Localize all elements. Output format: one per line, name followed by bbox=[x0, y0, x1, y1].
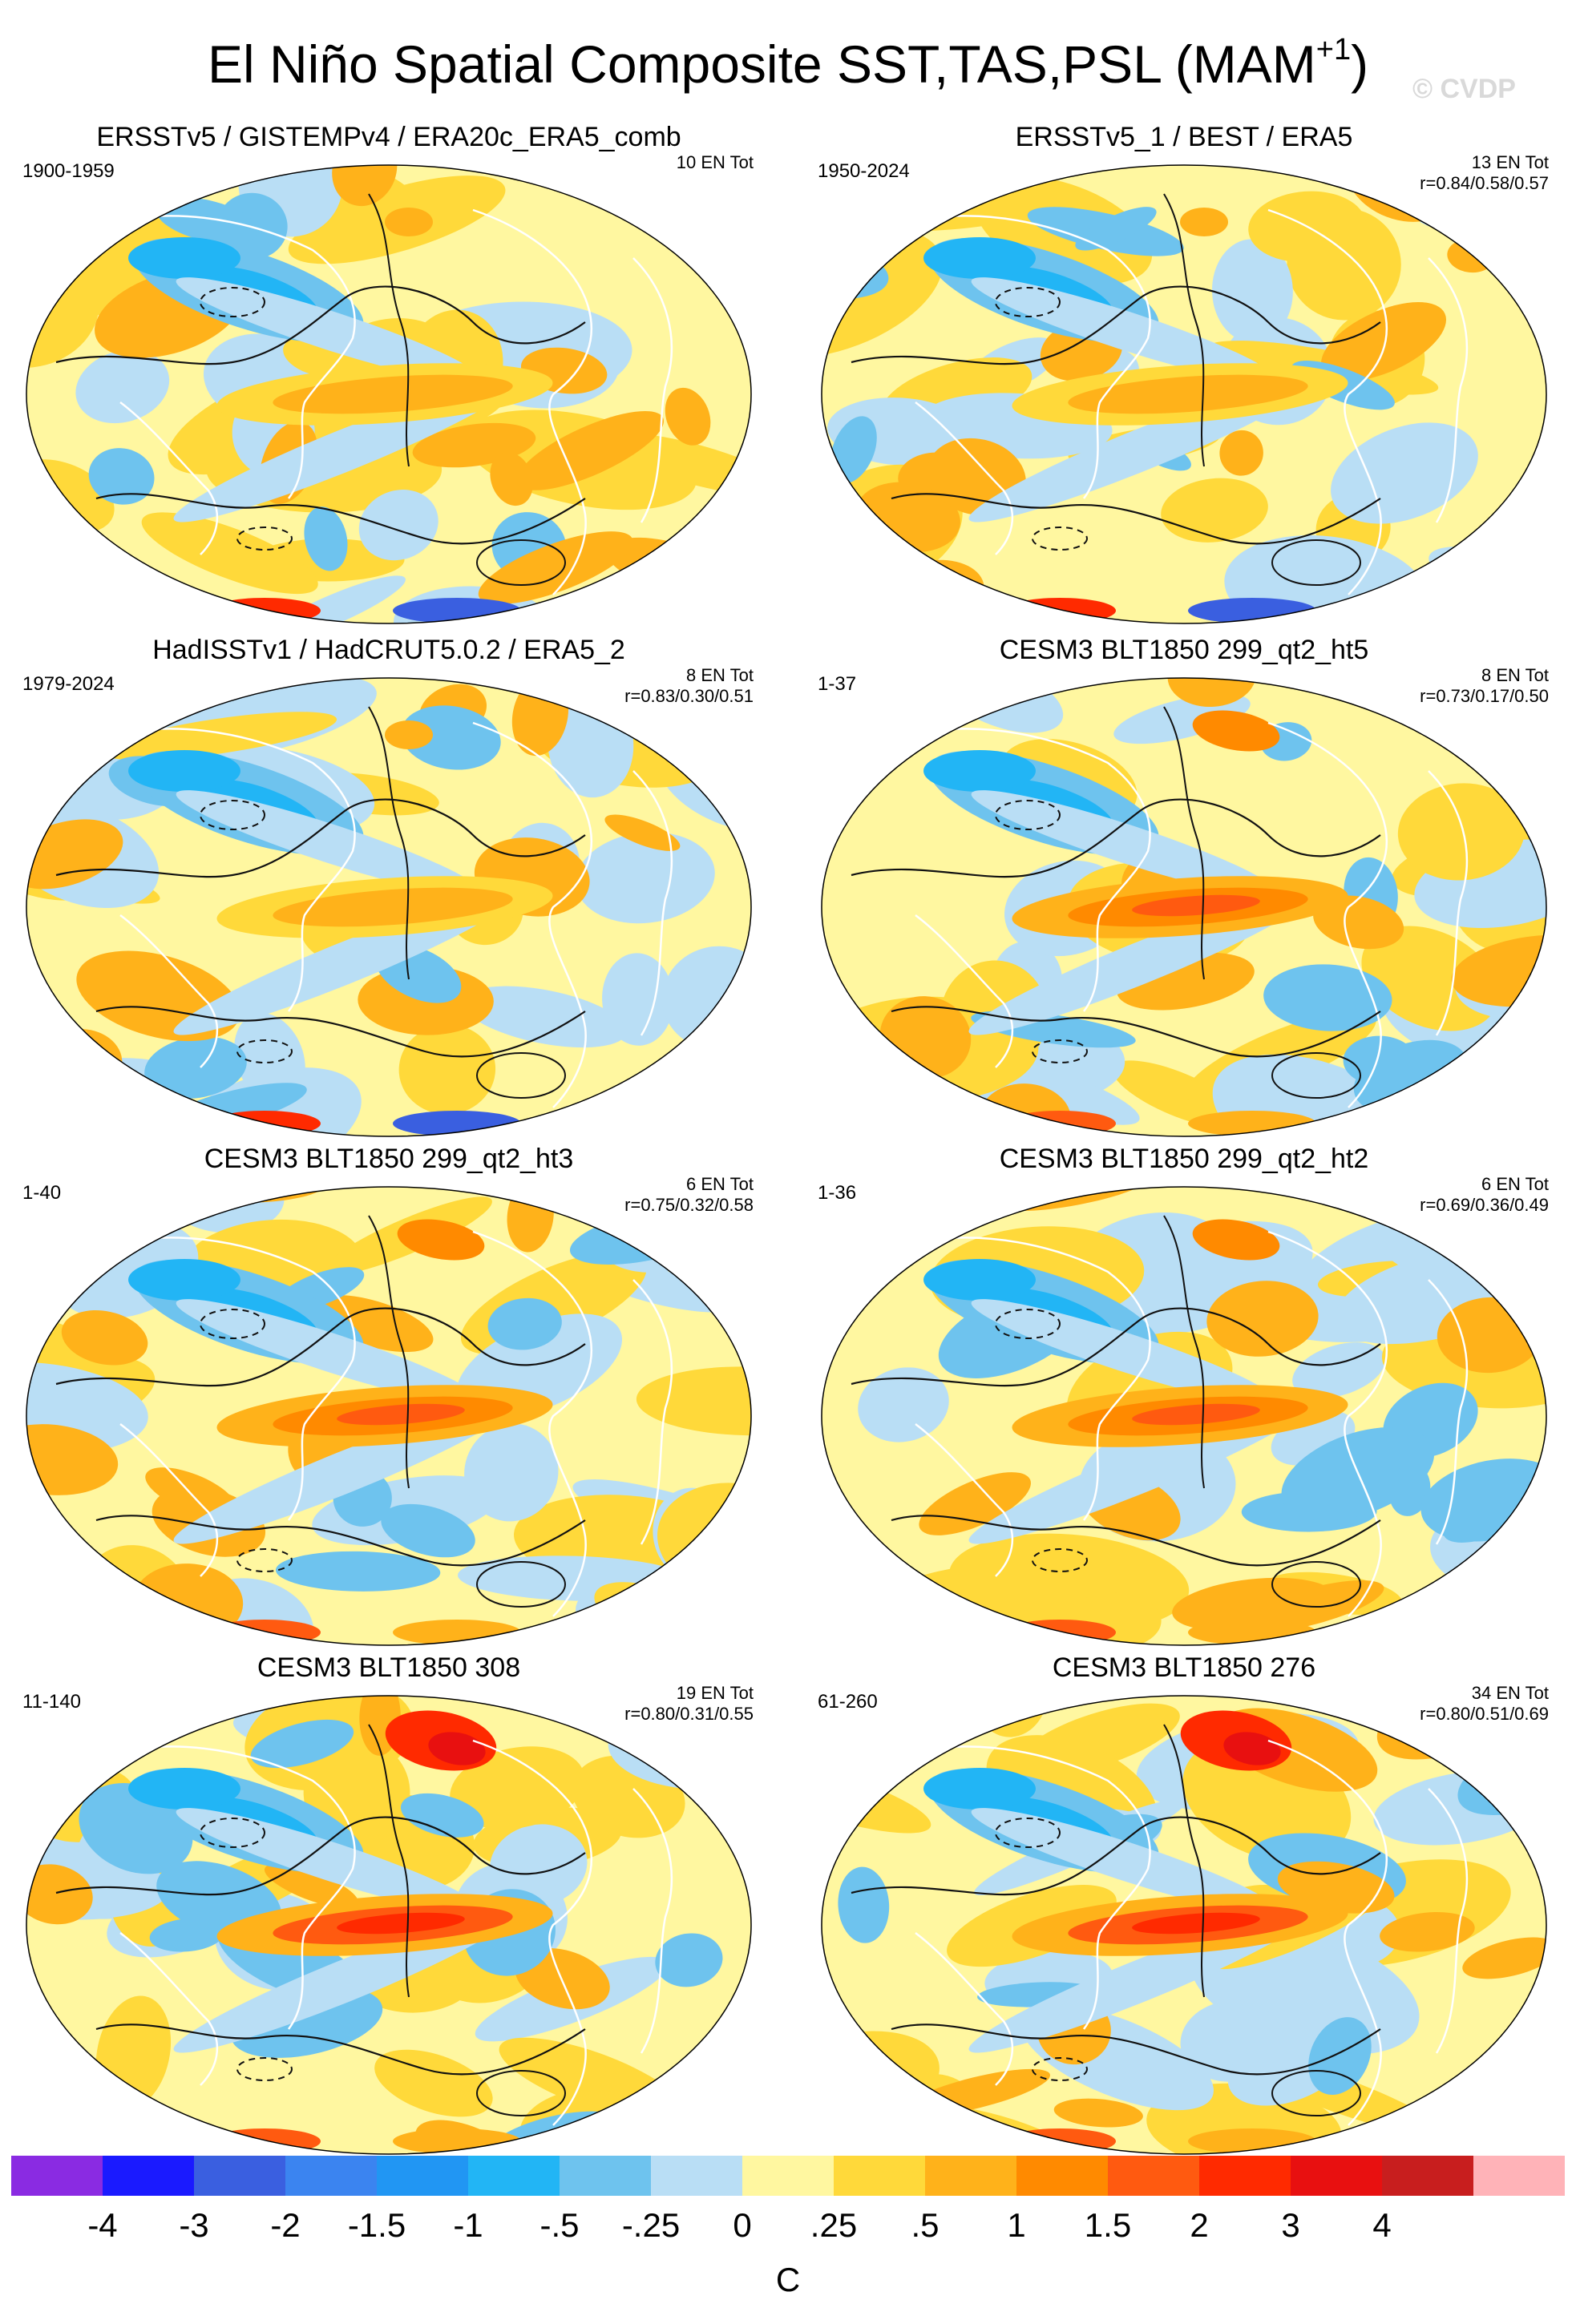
panel-title: CESM3 BLT1850 299_qt2_ht2 bbox=[999, 1144, 1369, 1174]
colorbar-tick-label: -4 bbox=[87, 2206, 118, 2244]
colorbar-tick-label: 1.5 bbox=[1084, 2206, 1132, 2244]
map-panel: CESM3 BLT1850 308 11-140 19 EN Tot r=0.80/0… bbox=[16, 1651, 762, 2164]
colorbar-tick-label: -3 bbox=[179, 2206, 209, 2244]
map-panel: CESM3 BLT1850 299_qt2_ht2 1-36 6 EN Tot r=0… bbox=[811, 1142, 1557, 1655]
panel-title: ERSSTv5_1 / BEST / ERA5 bbox=[1015, 122, 1353, 152]
map-panel: CESM3 BLT1850 276 61-260 34 EN Tot r=0.80/0… bbox=[811, 1651, 1557, 2164]
colorbar-tick-label: -1.5 bbox=[347, 2206, 406, 2244]
colorbar-tick-label: 3 bbox=[1281, 2206, 1300, 2244]
colorbar bbox=[11, 2156, 1565, 2196]
en-count: 8 EN Tot bbox=[686, 665, 754, 685]
colorbar-labels: -4 -3 -2 -1.5 -1 -.5 -.25 0 .25 .5 1 1.5 2 3 4 bbox=[11, 2205, 1565, 2253]
map-projection bbox=[821, 164, 1547, 624]
pattern-correlation: r=0.84/0.58/0.57 bbox=[1420, 173, 1549, 193]
colorbar-tick-label: -.25 bbox=[621, 2206, 681, 2244]
pattern-correlation: r=0.73/0.17/0.50 bbox=[1420, 686, 1549, 706]
colorbar-tick-label: 1 bbox=[1007, 2206, 1026, 2244]
panel-period: 11-140 bbox=[22, 1691, 81, 1713]
panel-stats: 6 EN Tot r=0.69/0.36/0.49 bbox=[1420, 1174, 1549, 1216]
colorbar-swatch bbox=[1199, 2156, 1291, 2196]
en-count: 10 EN Tot bbox=[676, 152, 754, 172]
map-panel: CESM3 BLT1850 299_qt2_ht3 1-40 6 EN Tot r=0… bbox=[16, 1142, 762, 1655]
pattern-correlation: r=0.80/0.31/0.55 bbox=[624, 1704, 754, 1724]
colorbar-swatch bbox=[1473, 2156, 1565, 2196]
en-count: 13 EN Tot bbox=[1471, 152, 1549, 172]
colorbar-tick-label: 2 bbox=[1190, 2206, 1209, 2244]
pattern-correlation: r=0.80/0.51/0.69 bbox=[1420, 1704, 1549, 1724]
colorbar-swatch bbox=[285, 2156, 377, 2196]
en-count: 19 EN Tot bbox=[676, 1683, 754, 1703]
colorbar-swatch bbox=[11, 2156, 103, 2196]
panel-period: 1-40 bbox=[22, 1182, 62, 1204]
colorbar-swatch bbox=[1382, 2156, 1473, 2196]
map-projection bbox=[26, 677, 752, 1137]
colorbar-swatch bbox=[194, 2156, 285, 2196]
panel-title: CESM3 BLT1850 308 bbox=[257, 1652, 521, 1683]
colorbar-swatch bbox=[1016, 2156, 1108, 2196]
panel-title: CESM3 BLT1850 276 bbox=[1052, 1652, 1316, 1683]
panel-stats: 6 EN Tot r=0.75/0.32/0.58 bbox=[624, 1174, 754, 1216]
panel-title: CESM3 BLT1850 299_qt2_ht3 bbox=[204, 1144, 574, 1174]
panel-period: 1-37 bbox=[818, 673, 857, 695]
colorbar-swatch bbox=[834, 2156, 925, 2196]
map-projection bbox=[821, 1186, 1547, 1646]
map-panel: HadISSTv1 / HadCRUT5.0.2 / ERA5_2 1979-20… bbox=[16, 633, 762, 1146]
panel-stats: 10 EN Tot bbox=[677, 152, 754, 173]
en-count: 34 EN Tot bbox=[1471, 1683, 1549, 1703]
panel-title: ERSSTv5 / GISTEMPv4 / ERA20c_ERA5_comb bbox=[96, 122, 681, 152]
colorbar-tick-label: .5 bbox=[911, 2206, 940, 2244]
colorbar-swatch bbox=[560, 2156, 651, 2196]
watermark: © CVDP bbox=[1412, 74, 1516, 104]
map-projection bbox=[26, 164, 752, 624]
colorbar-tick-label: 0 bbox=[733, 2206, 752, 2244]
panel-period: 1900-1959 bbox=[22, 160, 115, 182]
map-projection bbox=[26, 1186, 752, 1646]
colorbar-tick-label: .25 bbox=[810, 2206, 858, 2244]
pattern-correlation: r=0.75/0.32/0.58 bbox=[624, 1195, 754, 1215]
map-projection bbox=[821, 677, 1547, 1137]
panel-stats: 8 EN Tot r=0.73/0.17/0.50 bbox=[1420, 665, 1549, 707]
panel-stats: 34 EN Tot r=0.80/0.51/0.69 bbox=[1420, 1683, 1549, 1725]
colorbar-swatch bbox=[377, 2156, 468, 2196]
colorbar-tick-label: -2 bbox=[270, 2206, 301, 2244]
panel-stats: 8 EN Tot r=0.83/0.30/0.51 bbox=[624, 665, 754, 707]
map-projection bbox=[26, 1695, 752, 2155]
colorbar-tick-label: -.5 bbox=[539, 2206, 580, 2244]
map-projection bbox=[821, 1695, 1547, 2155]
panel-title: HadISSTv1 / HadCRUT5.0.2 / ERA5_2 bbox=[152, 635, 625, 665]
map-panel: CESM3 BLT1850 299_qt2_ht5 1-37 8 EN Tot r=0… bbox=[811, 633, 1557, 1146]
colorbar-swatch bbox=[468, 2156, 560, 2196]
pattern-correlation: r=0.69/0.36/0.49 bbox=[1420, 1195, 1549, 1215]
figure-title: El Niño Spatial Composite SST,TAS,PSL (M… bbox=[207, 33, 1369, 94]
colorbar-swatch bbox=[103, 2156, 194, 2196]
colorbar-swatch bbox=[1291, 2156, 1382, 2196]
panel-period: 1950-2024 bbox=[818, 160, 910, 182]
colorbar-swatch bbox=[925, 2156, 1016, 2196]
panel-period: 1979-2024 bbox=[22, 673, 115, 695]
panel-stats: 13 EN Tot r=0.84/0.58/0.57 bbox=[1420, 152, 1549, 194]
colorbar-swatch bbox=[1108, 2156, 1199, 2196]
en-count: 8 EN Tot bbox=[1481, 665, 1549, 685]
en-count: 6 EN Tot bbox=[686, 1174, 754, 1194]
colorbar-swatch bbox=[651, 2156, 742, 2196]
panel-title: CESM3 BLT1850 299_qt2_ht5 bbox=[999, 635, 1369, 665]
colorbar-tick-label: 4 bbox=[1372, 2206, 1392, 2244]
panel-period: 1-36 bbox=[818, 1182, 857, 1204]
panel-period: 61-260 bbox=[818, 1691, 878, 1713]
anomaly-field bbox=[26, 1187, 751, 1645]
map-panel: ERSSTv5 / GISTEMPv4 / ERA20c_ERA5_comb 19… bbox=[16, 120, 762, 633]
pattern-correlation: r=0.83/0.30/0.51 bbox=[624, 686, 754, 706]
colorbar-units: C bbox=[775, 2261, 801, 2298]
colorbar-tick-label: -1 bbox=[453, 2206, 483, 2244]
colorbar-swatch bbox=[742, 2156, 834, 2196]
title-superscript: +1 bbox=[1315, 33, 1352, 67]
map-panel: ERSSTv5_1 / BEST / ERA5 1950-2024 13 EN To… bbox=[811, 120, 1557, 633]
en-count: 6 EN Tot bbox=[1481, 1174, 1549, 1194]
panel-stats: 19 EN Tot r=0.80/0.31/0.55 bbox=[624, 1683, 754, 1725]
